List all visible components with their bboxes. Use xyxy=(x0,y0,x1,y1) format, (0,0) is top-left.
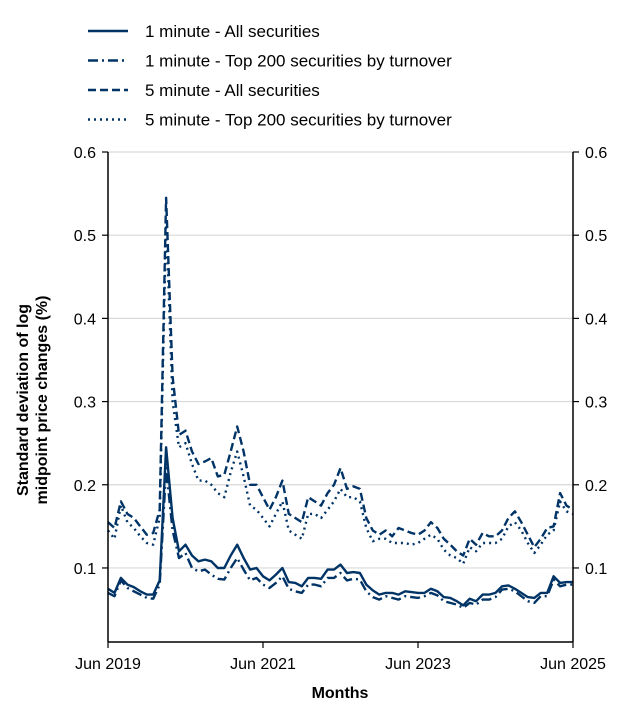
y-axis-label-line-2: midpoint price changes (%) xyxy=(34,296,51,505)
y-axis-label-line-1: Standard deviation of log xyxy=(15,304,32,496)
series-line-2 xyxy=(107,196,574,557)
y-tick-label-right: 0.1 xyxy=(585,561,607,578)
series-line-0 xyxy=(107,446,573,607)
legend-label: 1 minute - All securities xyxy=(145,22,320,41)
x-tick-label: Jun 2019 xyxy=(75,656,141,673)
legend: 1 minute - All securities 1 minute - Top … xyxy=(88,22,452,130)
y-tick-label-left: 0.5 xyxy=(74,228,96,245)
y-tick-label-left: 0.4 xyxy=(74,311,96,328)
series-line-1 xyxy=(107,466,573,610)
y-tick-label-left: 0.2 xyxy=(74,478,96,495)
series-line-3 xyxy=(107,217,574,565)
x-tick-label: Jun 2025 xyxy=(540,656,606,673)
y-tick-label-left: 0.1 xyxy=(74,561,96,578)
y-tick-label-right: 0.5 xyxy=(585,228,607,245)
y-tick-label-right: 0.3 xyxy=(585,395,607,412)
legend-label: 1 minute - Top 200 securities by turnove… xyxy=(145,52,452,71)
y-tick-label-right: 0.6 xyxy=(585,145,607,162)
y-tick-label-right: 0.4 xyxy=(585,311,607,328)
x-tick-label: Jun 2021 xyxy=(230,656,296,673)
y-tick-label-left: 0.6 xyxy=(74,145,96,162)
x-axis-label: Months xyxy=(312,685,369,702)
y-tick-label-right: 0.2 xyxy=(585,478,607,495)
legend-label: 5 minute - All securities xyxy=(145,81,320,100)
x-tick-label: Jun 2023 xyxy=(385,656,451,673)
y-tick-label-left: 0.3 xyxy=(74,395,96,412)
legend-label: 5 minute - Top 200 securities by turnove… xyxy=(145,111,452,130)
